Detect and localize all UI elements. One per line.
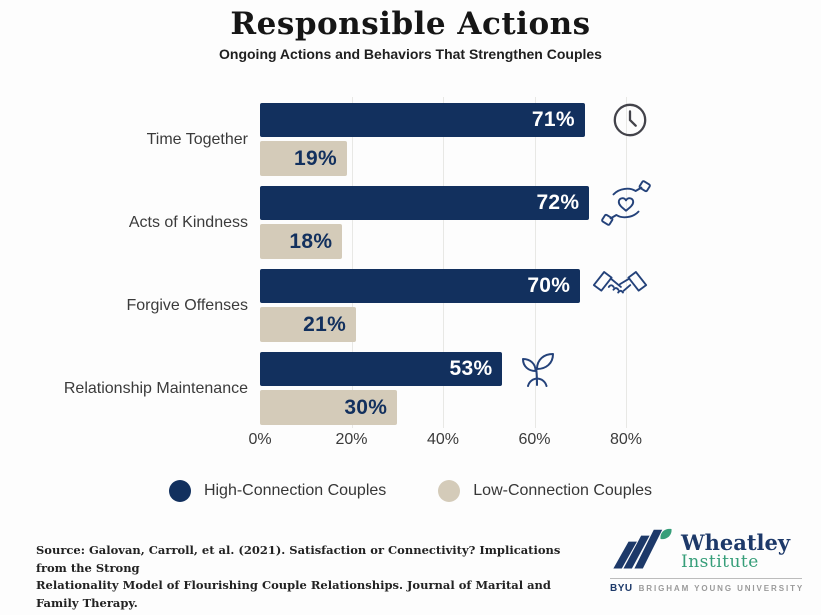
bar-value-label: 72% — [536, 191, 580, 214]
bar-value-label: 21% — [303, 312, 347, 336]
gridline — [626, 97, 627, 428]
logo-name2: Institute — [681, 551, 759, 572]
logo-name: Wheatley — [681, 529, 791, 555]
gridline — [534, 97, 536, 428]
bar-high-connection: 70% — [260, 269, 581, 303]
logo-top-row: Wheatley Institute — [610, 527, 802, 573]
bar-low-connection: 18% — [260, 224, 343, 259]
page-subtitle: Ongoing Actions and Behaviors That Stren… — [219, 46, 602, 62]
logo-wordmark: Wheatley Institute — [681, 530, 790, 571]
category-label: Relationship Maintenance — [63, 379, 248, 397]
source-citation: Source: Galovan, Carroll, et al. (2021).… — [36, 542, 581, 612]
bar-low-connection: 19% — [260, 141, 347, 176]
x-axis-tick-label: 20% — [335, 431, 368, 448]
legend-swatch-low-connection — [438, 480, 461, 502]
bar-group: Acts of Kindness 72% 18% — [129, 180, 662, 259]
wheatley-w-mark-icon — [610, 527, 674, 573]
legend-swatch-high-connection — [168, 480, 191, 502]
category-label: Forgive Offenses — [126, 296, 248, 314]
hands-heart-icon — [601, 179, 652, 227]
bar-high-connection: 71% — [260, 103, 585, 137]
source-line-1: Source: Galovan, Carroll, et al. (2021).… — [36, 543, 561, 575]
wheatley-institute-logo: Wheatley Institute BYU BRIGHAM YOUNG UNI… — [610, 527, 802, 594]
x-axis-tick-label: 60% — [518, 431, 551, 448]
sprout-icon — [514, 346, 560, 392]
legend-label: High-Connection Couples — [203, 482, 387, 499]
x-axis-tick-label: 80% — [609, 431, 643, 448]
bar-high-connection: 53% — [260, 352, 503, 386]
plot-area: 0% 20% 40% 60% 80% Time Together 71% 19% Acts of… — [64, 97, 662, 448]
gridline — [351, 97, 353, 428]
legend-item-high-connection: High-Connection Couples — [168, 480, 387, 502]
bar-low-connection: 30% — [260, 390, 398, 425]
byu-label: BYU — [610, 583, 633, 594]
page-title: Responsible Actions — [230, 6, 591, 42]
category-label: Acts of Kindness — [128, 213, 248, 231]
university-label: BRIGHAM YOUNG UNIVERSITY — [638, 584, 805, 593]
legend-label: Low-Connection Couples — [473, 482, 653, 499]
legend: High-Connection Couples Low-Connection C… — [0, 480, 821, 502]
logo-divider — [610, 578, 802, 579]
bar-high-connection: 72% — [260, 186, 590, 220]
logo-bottom-row: BYU BRIGHAM YOUNG UNIVERSITY — [610, 583, 802, 594]
gridline — [443, 97, 444, 428]
x-axis-tick-label: 40% — [426, 431, 460, 448]
clock-icon — [611, 101, 649, 139]
bar-value-label: 70% — [527, 274, 571, 297]
bar-value-label: 19% — [293, 146, 337, 170]
source-line-2: Relationality Model of Flourishing Coupl… — [36, 578, 551, 610]
bar-low-connection: 21% — [260, 307, 357, 342]
bar-group: Time Together 71% 19% — [147, 101, 662, 176]
x-axis-tick-label: 0% — [248, 431, 272, 448]
handshake-icon — [592, 265, 648, 307]
bar-value-label: 53% — [449, 357, 493, 380]
bar-group: Relationship Maintenance 53% 30% — [64, 352, 662, 425]
bar-group: Forgive Offenses 70% 21% — [126, 269, 662, 342]
legend-item-low-connection: Low-Connection Couples — [438, 480, 652, 502]
category-label: Time Together — [146, 130, 248, 148]
bar-value-label: 71% — [531, 108, 575, 131]
bar-value-label: 18% — [289, 229, 333, 253]
bar-value-label: 30% — [344, 395, 388, 419]
